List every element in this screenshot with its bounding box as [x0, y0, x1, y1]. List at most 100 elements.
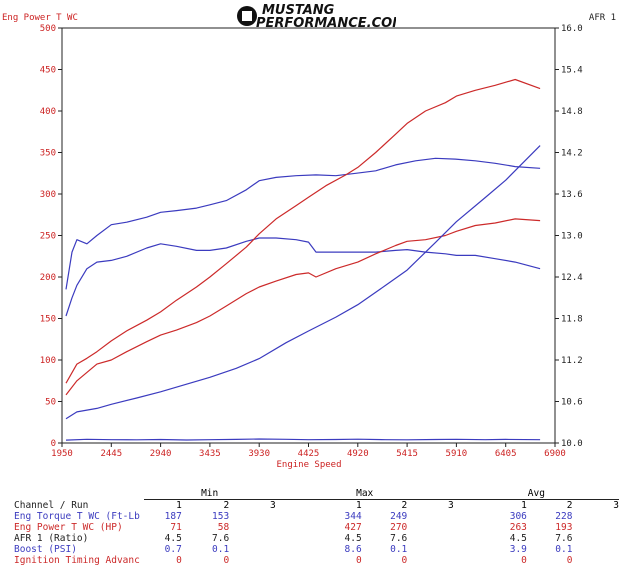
mustang-performance-logo: MUSTANG PERFORMANCE.COM — [237, 3, 396, 29]
stats-cell-min: 0 — [223, 555, 230, 566]
y-left-tick-label: 300 — [40, 190, 56, 200]
chart-axes — [61, 27, 556, 444]
stats-row-label: AFR 1 (Ratio) — [14, 533, 89, 544]
stats-cell-max: 270 — [390, 522, 408, 533]
series-line-eng-power-t-wc-hp-run-2 — [65, 218, 541, 396]
stats-cell-avg: 0 — [566, 555, 573, 566]
stats-cell-avg: 263 — [509, 522, 527, 533]
y-left-tick-label: 400 — [40, 107, 56, 117]
logo-emblem-mark — [242, 11, 252, 21]
y-left-tick-label: 150 — [40, 315, 56, 325]
y-right-tick-label: 11.8 — [561, 315, 583, 325]
stats-run-col-header: 1 — [521, 500, 527, 511]
y-right-tick-label: 13.0 — [561, 232, 583, 242]
stats-cell-min: 0 — [176, 555, 182, 566]
stats-cell-max: 7.6 — [390, 533, 408, 544]
stats-row-label: Eng Torque T WC (Ft-Lb — [14, 511, 140, 522]
y-left-tick-label: 200 — [40, 273, 56, 283]
stats-cell-avg: 7.6 — [555, 533, 573, 544]
stats-row: AFR 1 (Ratio) 4.5 7.6 4.5 7.6 4.5 7.6 — [14, 533, 619, 544]
y-left-tick-label: 0 — [51, 439, 56, 449]
series-line-afr-1-ratio-run-1 — [65, 145, 541, 420]
stats-spacer — [14, 488, 144, 500]
y-left-tick-label: 250 — [40, 232, 56, 242]
series-line-eng-torque-t-wc-ft-lb-run-1 — [65, 157, 541, 290]
plot-frame — [61, 27, 556, 444]
stats-cell-max — [407, 555, 453, 566]
y-left-tick-label: 450 — [40, 66, 56, 76]
stats-run-col-header: 1 — [355, 500, 362, 511]
stats-cell-avg: 3.9 — [509, 544, 527, 555]
stats-cell-max — [407, 544, 453, 555]
stats-cell-min: 0.7 — [164, 544, 182, 555]
stats-run-col-header: 2 — [223, 500, 230, 511]
logo-brand-text: MUSTANG — [262, 3, 335, 18]
y-right-tick-label: 13.6 — [561, 190, 583, 200]
stats-cell-min — [229, 522, 275, 533]
stats-cell-max: 0.1 — [390, 544, 408, 555]
stats-cell-avg — [572, 544, 619, 555]
series-line-boost-psi-run-1 — [65, 438, 541, 441]
stats-cell-max: 0 — [355, 555, 362, 566]
stats-row-label: Boost (PSI) — [14, 544, 77, 555]
x-tick-label: 5415 — [396, 449, 418, 459]
stats-cell-min — [229, 533, 275, 544]
x-tick-label: 3930 — [248, 449, 270, 459]
y-right-tick-label: 11.2 — [561, 356, 583, 366]
stats-cell-avg: 0.1 — [555, 544, 573, 555]
x-tick-label: 4425 — [298, 449, 320, 459]
stats-cell-max: 8.6 — [344, 544, 362, 555]
stats-cell-max: 0 — [401, 555, 408, 566]
stats-cell-min: 58 — [217, 522, 230, 533]
y-right-tick-label: 14.2 — [561, 149, 583, 159]
stats-run-col-header: 3 — [613, 500, 619, 511]
chart-ticks: 1950 2445 2940 3435 3930 4425 4920 5415 5910 6405… — [40, 24, 583, 459]
x-axis-label: Engine Speed — [276, 460, 341, 470]
stats-cell-avg: 0 — [521, 555, 527, 566]
stats-run-header-row: Channel / Run 1 2 3 1 2 3 1 2 3 — [14, 500, 619, 512]
stats-run-col-header: 2 — [401, 500, 408, 511]
chart-series — [65, 78, 541, 441]
stats-row: Eng Power T WC (HP) 71 58 427 270 263 193 — [14, 522, 619, 533]
stats-run-col-header: 2 — [566, 500, 573, 511]
stats-cell-avg — [572, 533, 619, 544]
stats-cell-avg — [572, 511, 619, 522]
x-tick-label: 2940 — [150, 449, 172, 459]
x-tick-label: 6405 — [495, 449, 517, 459]
stats-group-header-row: Min Max Avg — [14, 488, 619, 500]
stats-cell-min: 7.6 — [212, 533, 230, 544]
x-tick-label: 5910 — [446, 449, 468, 459]
y-left-tick-label: 350 — [40, 149, 56, 159]
stats-cell-min — [229, 544, 275, 555]
y-left-tick-label: 500 — [40, 24, 56, 34]
y-left-axis-label: Eng Power T WC — [2, 13, 78, 23]
stats-cell-min: 71 — [170, 522, 182, 533]
x-tick-label: 6900 — [544, 449, 566, 459]
stats-cell-max: 427 — [344, 522, 362, 533]
stats-row: Ignition Timing Advanc 0 0 0 0 0 0 — [14, 555, 619, 566]
stats-cell-max: 4.5 — [344, 533, 362, 544]
stats-group-max: Max — [275, 488, 454, 500]
x-tick-label: 4920 — [347, 449, 369, 459]
y-left-tick-label: 100 — [40, 356, 56, 366]
x-tick-label: 3435 — [199, 449, 221, 459]
stats-row-label: Eng Power T WC (HP) — [14, 522, 123, 533]
y-right-tick-label: 10.6 — [561, 398, 583, 408]
logo-domain-text: PERFORMANCE.COM — [256, 16, 396, 29]
stats-cell-max — [407, 533, 453, 544]
stats-run-col-header: 3 — [269, 500, 276, 511]
stats-run-col-header: 3 — [448, 500, 454, 511]
y-right-tick-label: 12.4 — [561, 273, 583, 283]
stats-row-label: Ignition Timing Advanc — [14, 555, 140, 566]
stats-cell-min: 0.1 — [212, 544, 230, 555]
y-right-tick-label: 16.0 — [561, 24, 583, 34]
stats-cell-avg — [572, 522, 619, 533]
y-right-tick-label: 15.4 — [561, 66, 583, 76]
x-tick-label: 1950 — [51, 449, 73, 459]
stats-cell-max — [407, 511, 453, 522]
stats-cell-avg: 193 — [555, 522, 573, 533]
stats-cell-max: 344 — [344, 511, 362, 522]
stats-cell-avg: 228 — [555, 511, 573, 522]
stats-cell-min: 153 — [212, 511, 230, 522]
stats-run-col-header: 1 — [176, 500, 182, 511]
